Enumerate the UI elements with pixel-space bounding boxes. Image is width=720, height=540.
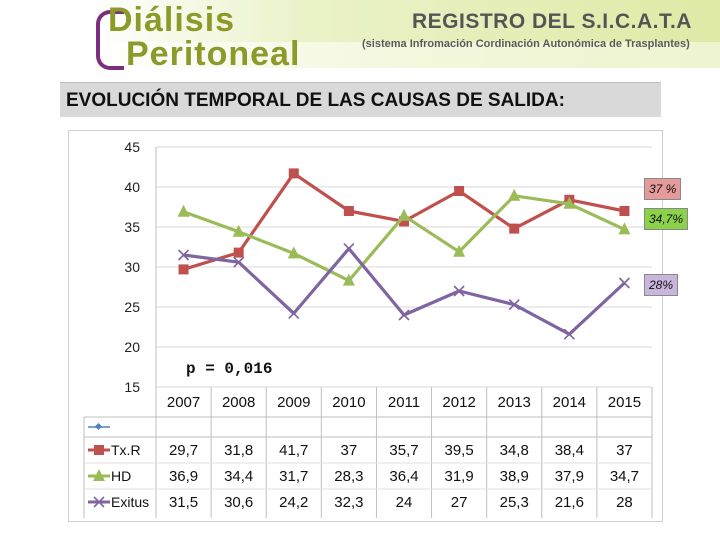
data-point [563,196,576,209]
logo-mark-icon [96,10,124,70]
slide-title: EVOLUCIÓN TEMPORAL DE LAS CAUSAS DE SALI… [66,90,565,111]
x-category-label: 2008 [222,394,255,411]
y-tick-label: 20 [124,339,140,355]
data-point [287,246,300,259]
data-point [398,309,410,321]
table-cell-value: 28,3 [334,468,363,485]
data-point [619,206,630,216]
series-line-exitus [183,247,626,336]
data-point [342,273,355,286]
y-tick-label: 25 [124,299,140,315]
table-cell-value: 35,7 [389,442,418,459]
x-category-label: 2015 [608,394,641,411]
y-tick-label: 45 [124,139,140,155]
table-cell-value: 31,9 [445,468,474,485]
data-point [453,285,465,297]
series-name-label: Tx.R [111,442,141,458]
data-point [453,244,466,257]
callout-hd: 34,7% [644,208,689,230]
legend-key-marker [93,496,105,508]
series-name-label: HD [111,468,131,484]
x-category-label: 2010 [332,394,365,411]
table-cell-value: 39,5 [445,442,474,459]
x-category-label: 2012 [442,394,475,411]
logo-line2: Peritoneal [126,35,301,73]
y-tick-label: 30 [124,259,140,275]
data-point [177,249,190,261]
data-point [563,328,575,340]
slide-title-bar: EVOLUCIÓN TEMPORAL DE LAS CAUSAS DE SALI… [60,82,661,117]
data-point [399,216,409,227]
legend-key-marker [94,445,104,455]
data-point [398,208,410,221]
x-category-label: 2013 [498,394,531,411]
table-cell-value: 37 [616,442,633,459]
table-cell-value: 37 [341,442,358,459]
registry-title: REGISTRO DEL S.I.C.A.T.A [412,10,692,33]
table-cell-value: 28 [616,494,633,511]
legend-blank-marker [94,422,103,431]
table-cell-value: 21,6 [555,494,584,511]
x-category-label: 2011 [388,394,420,411]
table-cell-value: 38,9 [500,468,529,485]
data-point [233,256,245,268]
p-value-annotation: p = 0,016 [186,360,273,378]
data-point [454,186,465,196]
data-point [232,224,245,237]
table-cell-value: 38,4 [555,442,584,459]
legend-key-marker [93,469,105,481]
table-cell-value: 29,7 [169,442,198,459]
registry-subtitle: (sistema Infromación Cordinación Autonóm… [362,38,690,50]
slide-header: Diálisis Peritoneal REGISTRO DEL S.I.C.A… [0,0,720,74]
callout-txr: 37 % [644,178,682,200]
table-cell-value: 27 [451,494,468,511]
data-point [343,243,355,255]
table-cell-value: 31,8 [224,442,253,459]
series-name-label: Exitus [111,494,149,510]
y-tick-label: 40 [124,179,140,195]
data-point [343,206,354,216]
x-category-label: 2014 [553,394,586,411]
table-cell-value: 36,9 [169,468,198,485]
chart-frame [68,130,663,522]
data-point [288,307,300,319]
x-category-label: 2007 [167,394,200,411]
table-cell-value: 36,4 [389,468,418,485]
data-point [288,168,299,179]
y-tick-label: 15 [124,379,140,395]
header-band-lower [88,42,720,68]
header-band [88,0,720,42]
data-point [233,247,244,258]
table-cell-value: 34,4 [224,468,253,485]
x-category-label: 2009 [277,394,310,411]
dialisis-peritoneal-logo: Diálisis Peritoneal [96,0,326,74]
table-cell-value: 32,3 [334,494,363,511]
table-cell-value: 30,6 [224,494,253,511]
y-tick-label: 35 [124,219,140,235]
table-cell-value: 24 [396,494,413,511]
data-point [508,188,521,201]
table-cell-value: 34,7 [610,468,639,485]
table-cell-value: 34,8 [500,442,529,459]
data-point [177,204,190,217]
callout-exitus: 28% [644,274,679,296]
table-cell-value: 41,7 [279,442,308,459]
data-point [618,222,631,235]
data-point [618,277,631,289]
data-point [509,223,520,234]
table-cell-value: 25,3 [500,494,529,511]
table-cell-value: 24,2 [279,494,308,511]
table-cell-value: 31,5 [169,494,198,511]
logo-line1: Diálisis [108,1,236,39]
table-cell-value: 31,7 [279,468,308,485]
data-point [178,264,189,275]
table-cell-value: 37,9 [555,468,584,485]
data-point [508,299,520,311]
